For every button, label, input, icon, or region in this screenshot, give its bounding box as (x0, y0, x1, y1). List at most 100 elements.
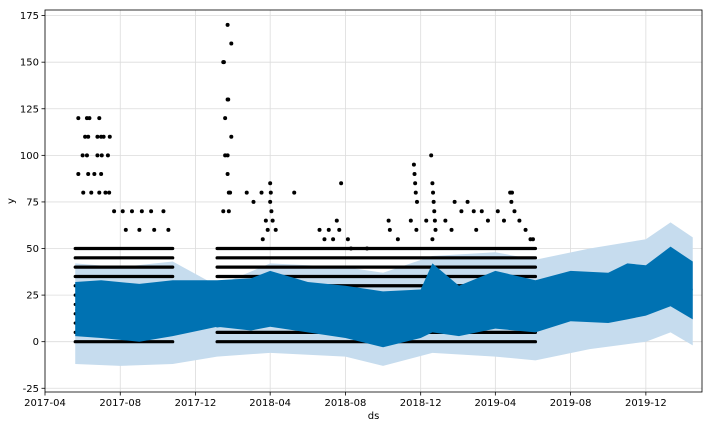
data-point (99, 153, 104, 158)
data-point (386, 218, 391, 223)
data-point (317, 227, 322, 232)
data-point (120, 209, 125, 214)
data-point (105, 153, 110, 158)
x-tick-label: 2019-08 (550, 398, 592, 409)
data-point (225, 153, 230, 158)
data-point (292, 190, 297, 195)
data-point (334, 218, 339, 223)
data-point (97, 190, 102, 195)
data-point (123, 227, 128, 232)
data-point (412, 171, 417, 176)
data-point (337, 227, 342, 232)
data-point (244, 190, 249, 195)
data-point (424, 218, 429, 223)
data-point (339, 181, 344, 186)
x-tick-label: 2017-12 (175, 398, 217, 409)
data-point (452, 199, 457, 204)
data-point (95, 134, 100, 139)
data-point (270, 218, 275, 223)
data-point (76, 116, 81, 121)
data-point (443, 218, 448, 223)
data-point (223, 116, 228, 121)
data-point (429, 153, 434, 158)
data-point (273, 227, 278, 232)
data-point (430, 181, 435, 186)
data-point (517, 218, 522, 223)
x-tick-label: 2018-08 (325, 398, 367, 409)
data-point (322, 237, 327, 242)
data-point (395, 237, 400, 242)
data-point (408, 218, 413, 223)
x-axis-title: ds (368, 411, 380, 422)
data-point (84, 153, 89, 158)
data-point (495, 209, 500, 214)
data-point (166, 227, 171, 232)
data-point (107, 134, 112, 139)
data-point (471, 209, 476, 214)
data-point (265, 227, 270, 232)
data-point (509, 199, 514, 204)
data-point (433, 227, 438, 232)
y-tick-label: 50 (26, 244, 39, 255)
data-point (137, 227, 142, 232)
y-tick-label: 175 (20, 11, 39, 22)
data-point (512, 209, 517, 214)
data-point (474, 227, 479, 232)
x-tick-label: 2017-04 (24, 398, 66, 409)
data-point (431, 190, 436, 195)
data-point (161, 209, 166, 214)
y-tick-label: 25 (26, 291, 39, 302)
data-point (413, 190, 418, 195)
data-point (413, 181, 418, 186)
data-point (86, 134, 91, 139)
x-tick-label: 2019-04 (474, 398, 516, 409)
data-point (101, 134, 106, 139)
data-point (97, 116, 102, 121)
x-tick-label: 2018-04 (249, 398, 291, 409)
data-point (430, 237, 435, 242)
forecast-envelope (75, 246, 693, 348)
y-tick-label: 100 (20, 151, 39, 162)
data-point (348, 246, 353, 251)
data-point (530, 237, 535, 242)
x-tick-label: 2017-08 (99, 398, 141, 409)
data-point (509, 190, 514, 195)
x-tick-label: 2019-12 (625, 398, 667, 409)
data-point (459, 209, 464, 214)
data-point (129, 209, 134, 214)
forecast-line (75, 246, 693, 348)
data-point (89, 190, 94, 195)
data-point (387, 227, 392, 232)
data-point (479, 209, 484, 214)
x-tick-label: 2018-12 (400, 398, 442, 409)
y-tick-label: -25 (23, 384, 39, 395)
data-point (92, 171, 97, 176)
data-point (87, 116, 92, 121)
x-axis: 2017-04 2017-08 2017-12 2018-04 2018-08 2018-… (24, 392, 667, 409)
data-point (225, 22, 230, 27)
data-point (76, 171, 81, 176)
data-point (99, 171, 104, 176)
data-point (226, 209, 231, 214)
data-point (251, 199, 256, 204)
data-point (523, 227, 528, 232)
data-point (259, 190, 264, 195)
data-point (221, 209, 226, 214)
data-point (449, 227, 454, 232)
data-point (268, 181, 273, 186)
data-point (152, 227, 157, 232)
data-point (432, 209, 437, 214)
data-point (414, 199, 419, 204)
data-point (501, 218, 506, 223)
plot-frame (44, 9, 703, 393)
data-point (225, 171, 230, 176)
data-point (229, 134, 234, 139)
plot-area (44, 9, 703, 393)
data-point (226, 97, 231, 102)
data-point (465, 199, 470, 204)
data-point (268, 190, 273, 195)
data-point (268, 199, 273, 204)
data-point (414, 227, 419, 232)
data-point (432, 218, 437, 223)
data-point (107, 190, 112, 195)
